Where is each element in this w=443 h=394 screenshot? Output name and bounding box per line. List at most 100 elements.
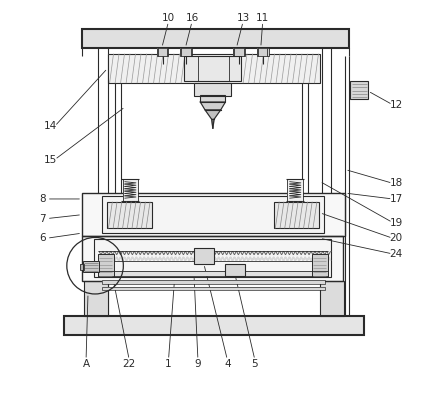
Text: 16: 16 [186,13,198,23]
Polygon shape [107,251,111,255]
Polygon shape [221,257,225,260]
Polygon shape [150,257,154,260]
Polygon shape [182,251,185,255]
Bar [83,261,99,272]
Polygon shape [103,251,107,255]
Polygon shape [276,257,280,260]
Polygon shape [299,257,303,260]
Polygon shape [212,119,214,128]
Polygon shape [256,257,260,260]
Polygon shape [205,110,221,119]
Bar [274,202,319,229]
Polygon shape [185,257,189,260]
Polygon shape [248,251,252,255]
Polygon shape [221,251,225,255]
Text: 1: 1 [165,359,172,369]
Polygon shape [307,251,311,255]
Bar [82,193,345,236]
Polygon shape [127,251,130,255]
Polygon shape [146,251,150,255]
Polygon shape [303,257,307,260]
Polygon shape [327,257,330,260]
Text: 17: 17 [389,194,403,204]
Polygon shape [307,257,311,260]
Bar [107,202,152,229]
Text: 10: 10 [162,13,175,23]
Text: 12: 12 [389,100,403,110]
Polygon shape [174,257,178,260]
Text: 9: 9 [194,359,201,369]
Polygon shape [233,257,237,260]
Polygon shape [229,257,233,260]
Bar [257,48,268,56]
Polygon shape [241,251,244,255]
Polygon shape [185,251,189,255]
Bar [94,239,331,277]
Polygon shape [127,257,130,260]
Polygon shape [193,257,197,260]
Polygon shape [197,251,201,255]
Polygon shape [158,251,162,255]
Bar [82,236,343,281]
Text: 6: 6 [39,233,46,243]
Polygon shape [225,251,229,255]
Text: 24: 24 [389,249,403,259]
Bar [82,236,343,281]
Polygon shape [107,257,111,260]
Polygon shape [295,257,299,260]
Polygon shape [123,251,127,255]
Polygon shape [272,257,276,260]
Bar [194,83,231,96]
Text: 4: 4 [224,359,231,369]
Bar [225,264,245,275]
Polygon shape [244,257,248,260]
Polygon shape [119,251,123,255]
Text: 20: 20 [390,233,403,243]
Polygon shape [291,251,295,255]
Polygon shape [248,257,252,260]
Polygon shape [217,257,221,260]
Polygon shape [99,257,103,260]
Polygon shape [134,251,138,255]
Polygon shape [170,251,174,255]
Text: 18: 18 [389,178,403,188]
Bar [123,179,138,201]
Polygon shape [178,251,182,255]
Bar [82,29,349,48]
Bar [108,54,320,83]
Polygon shape [288,257,291,260]
Bar [102,280,325,284]
Bar [257,48,268,56]
Polygon shape [225,257,229,260]
Polygon shape [264,251,268,255]
Polygon shape [295,251,299,255]
Polygon shape [174,251,178,255]
Polygon shape [284,257,288,260]
Polygon shape [189,257,193,260]
Polygon shape [288,251,291,255]
Polygon shape [154,257,158,260]
Polygon shape [252,251,256,255]
Bar [233,48,245,56]
Polygon shape [303,251,307,255]
Polygon shape [233,251,237,255]
Polygon shape [311,257,315,260]
Polygon shape [213,251,217,255]
Polygon shape [182,257,185,260]
Polygon shape [268,257,272,260]
Bar [82,29,349,48]
Bar [102,280,325,284]
Polygon shape [201,251,205,255]
Bar [102,286,325,290]
Polygon shape [291,257,295,260]
Bar [225,264,245,275]
Polygon shape [315,257,319,260]
Text: 7: 7 [39,214,46,223]
Bar [288,179,303,201]
Polygon shape [244,251,248,255]
Polygon shape [299,251,303,255]
Bar [80,264,84,270]
Text: 11: 11 [256,13,269,23]
Bar [200,95,225,102]
Polygon shape [130,257,134,260]
